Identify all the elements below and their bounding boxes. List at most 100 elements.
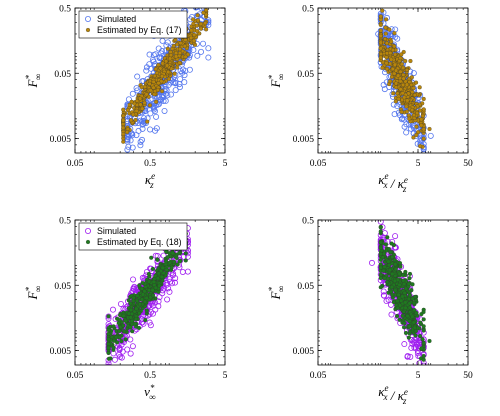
data-point [380,292,387,299]
data-point [150,104,157,111]
data-point [392,278,397,283]
data-point [387,27,392,32]
data-point [184,268,191,275]
data-point [383,31,388,36]
data-point [156,294,163,301]
data-point [378,14,383,19]
data-point [155,70,160,76]
data-point [152,127,159,134]
y-tick-label: 0.05 [54,282,71,292]
data-point [420,362,427,365]
data-point [402,290,407,295]
data-point [139,136,146,143]
data-point [393,288,398,293]
data-point [106,331,111,337]
data-point [406,296,411,301]
data-point [408,344,415,351]
data-point [177,50,182,56]
data-point [399,109,404,114]
data-point [109,306,116,313]
data-point [106,356,112,361]
data-point [177,60,182,65]
data-point [390,101,397,108]
data-point [117,300,124,307]
data-point [397,261,403,266]
data-point [394,35,401,42]
data-point [407,276,412,281]
data-point [184,253,191,260]
data-point [129,311,135,316]
data-point [421,107,426,112]
legend-entry: Estimated by Eq. (17) [97,25,182,35]
data-point [151,79,156,84]
data-point [129,118,134,123]
data-point [393,52,398,57]
data-point [140,106,145,111]
data-point [407,353,414,360]
data-point [138,302,143,307]
data-point [129,319,134,324]
data-point [413,80,419,85]
data-point [404,109,409,114]
data-point [106,372,111,377]
chart-panel-bottom-right: 0.05 5 50 0.005 0.05 0.5 κe x / κe z F*∞ [267,217,473,407]
data-point [408,58,413,64]
x-tick-label: 0.05 [310,371,327,381]
data-point [413,333,418,338]
data-point [163,281,170,288]
data-point [195,29,200,34]
data-point [401,65,406,70]
data-point [168,56,173,61]
data-point [411,86,416,91]
data-point [396,292,401,297]
data-point [410,107,415,113]
y-axis-label: F*∞ [24,286,43,301]
data-point [177,251,182,256]
data-point [111,338,117,343]
data-point [404,82,409,87]
data-point [164,59,169,64]
data-point [400,91,405,96]
chart-panel-bottom-left: 0.05 0.5 5 0.005 0.05 0.5 v* ∞ F*∞ SimulatedEstim… [24,217,228,403]
data-point [394,85,399,90]
data-point [127,102,132,107]
x-axis-label: κe z [145,171,155,190]
data-point [174,255,179,260]
data-point [397,317,402,322]
x-tick-label: 5 [416,159,421,169]
data-point [196,8,200,9]
data-point [152,306,159,313]
data-point [378,2,383,7]
data-point [399,52,404,57]
data-point [403,286,409,291]
data-point [390,66,395,72]
data-point [131,283,138,290]
data-point [170,251,175,256]
x-axis-label: κe x / κe z [378,171,408,194]
data-point [180,253,187,260]
data-point [427,338,432,344]
data-point [368,259,375,266]
x-tick-label: 0.5 [144,371,156,381]
data-point [388,61,393,66]
data-point [167,278,174,285]
data-point [403,58,408,64]
data-point [191,21,196,26]
data-point [161,271,166,276]
data-point [411,113,416,118]
data-point [156,81,161,86]
data-point [393,262,398,267]
data-point [159,274,164,280]
data-point [179,268,186,275]
data-point [415,111,420,116]
data-point [398,69,403,74]
data-point [199,26,204,31]
data-point [410,296,415,301]
data-point [146,271,151,276]
x-tick-label: 0.05 [67,159,84,169]
data-point [159,74,165,79]
data-point [117,353,124,360]
data-point [391,91,396,96]
data-point [401,272,406,278]
